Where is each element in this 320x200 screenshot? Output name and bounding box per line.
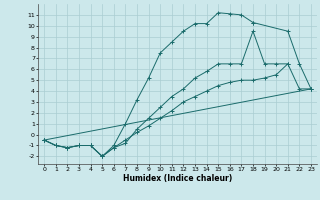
X-axis label: Humidex (Indice chaleur): Humidex (Indice chaleur) xyxy=(123,174,232,183)
